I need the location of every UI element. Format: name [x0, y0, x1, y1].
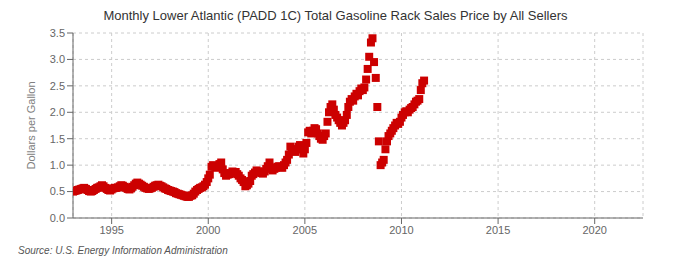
svg-text:3.5: 3.5: [50, 27, 65, 39]
html-text:Monthly Lower Atlantic (PADD 1: Monthly Lower Atlantic (PADD 1C) Total G…: [103, 8, 568, 23]
svg-text:1.5: 1.5: [50, 133, 65, 145]
svg-text:Dollars per Gallon: Dollars per Gallon: [25, 81, 37, 169]
svg-text:2005: 2005: [293, 224, 317, 236]
html-text:Source: U.S. Energy Informatio: Source: U.S. Energy Information Administ…: [18, 245, 228, 256]
svg-text:0.0: 0.0: [50, 212, 65, 224]
svg-text:2020: 2020: [582, 224, 606, 236]
svg-text:0.5: 0.5: [50, 185, 65, 197]
svg-text:2010: 2010: [389, 224, 413, 236]
svg-text:3.0: 3.0: [50, 53, 65, 65]
svg-text:1995: 1995: [99, 224, 123, 236]
svg-text:1.0: 1.0: [50, 159, 65, 171]
svg-text:2.5: 2.5: [50, 80, 65, 92]
svg-text:2.0: 2.0: [50, 106, 65, 118]
svg-text:2000: 2000: [196, 224, 220, 236]
svg-text:2015: 2015: [486, 224, 510, 236]
